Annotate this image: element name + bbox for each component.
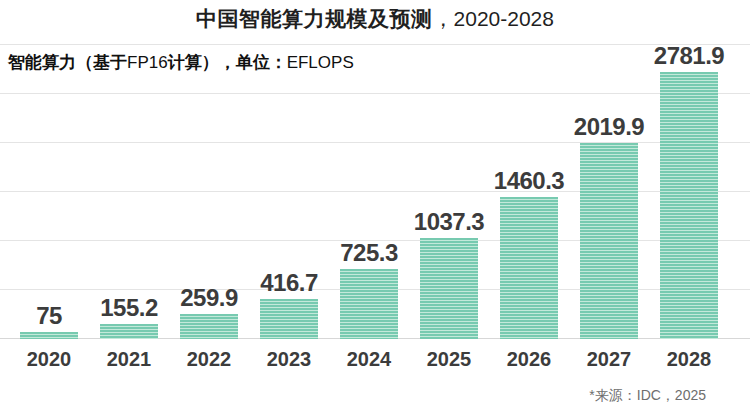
chart-title: 中国智能算力规模及预测，2020-2028 — [0, 5, 750, 33]
x-tick-label: 2028 — [649, 348, 729, 371]
bar-column-2027: 2019.9 — [569, 44, 649, 339]
x-tick-label: 2025 — [409, 348, 489, 371]
bar-column-2028: 2781.9 — [649, 44, 729, 339]
x-tick-label: 2021 — [89, 348, 169, 371]
bar-column-2022: 259.9 — [169, 44, 249, 339]
bar-2028 — [660, 72, 718, 339]
bar-column-2021: 155.2 — [89, 44, 169, 339]
x-tick-label: 2026 — [489, 348, 569, 371]
bar-value-label: 416.7 — [260, 271, 318, 295]
bar-value-label: 725.3 — [340, 241, 398, 265]
source-note: *来源：IDC，2025 — [589, 387, 706, 405]
bar-column-2025: 1037.3 — [409, 44, 489, 339]
bar-value-label: 155.2 — [100, 296, 158, 320]
chart-page: 中国智能算力规模及预测，2020-2028 智能算力（基于FP16计算），单位：… — [0, 0, 750, 417]
bar-value-label: 2019.9 — [574, 115, 644, 139]
bar-column-2020: 75 — [9, 44, 89, 339]
chart-title-text: 中国智能算力规模及预测 — [196, 7, 433, 30]
bar-2026 — [500, 197, 558, 339]
x-tick-label: 2020 — [9, 348, 89, 371]
plot-area: 75 155.2 259.9 416.7 725.3 1037.3 1460.3 2019.9… — [0, 44, 750, 339]
bar-value-label: 75 — [36, 304, 62, 328]
bar-value-label: 1037.3 — [414, 210, 484, 234]
bar-column-2026: 1460.3 — [489, 44, 569, 339]
bar-2021 — [100, 324, 158, 339]
bar-2025 — [420, 238, 478, 339]
bars-container: 75 155.2 259.9 416.7 725.3 1037.3 1460.3 2019.9… — [9, 44, 729, 339]
bar-value-label: 259.9 — [180, 286, 238, 310]
bar-2024 — [340, 269, 398, 339]
bar-column-2024: 725.3 — [329, 44, 409, 339]
bar-2027 — [580, 143, 638, 339]
bar-2022 — [180, 314, 238, 339]
x-tick-label: 2023 — [249, 348, 329, 371]
chart-title-years: ，2020-2028 — [433, 7, 554, 30]
x-tick-label: 2027 — [569, 348, 649, 371]
bar-2023 — [260, 299, 318, 339]
x-tick-label: 2022 — [169, 348, 249, 371]
x-tick-label: 2024 — [329, 348, 409, 371]
x-axis-tick-labels: 202020212022202320242025202620272028 — [9, 348, 729, 371]
bar-value-label: 1460.3 — [494, 169, 564, 193]
bar-2020 — [20, 332, 78, 339]
bar-value-label: 2781.9 — [654, 44, 724, 68]
bar-column-2023: 416.7 — [249, 44, 329, 339]
